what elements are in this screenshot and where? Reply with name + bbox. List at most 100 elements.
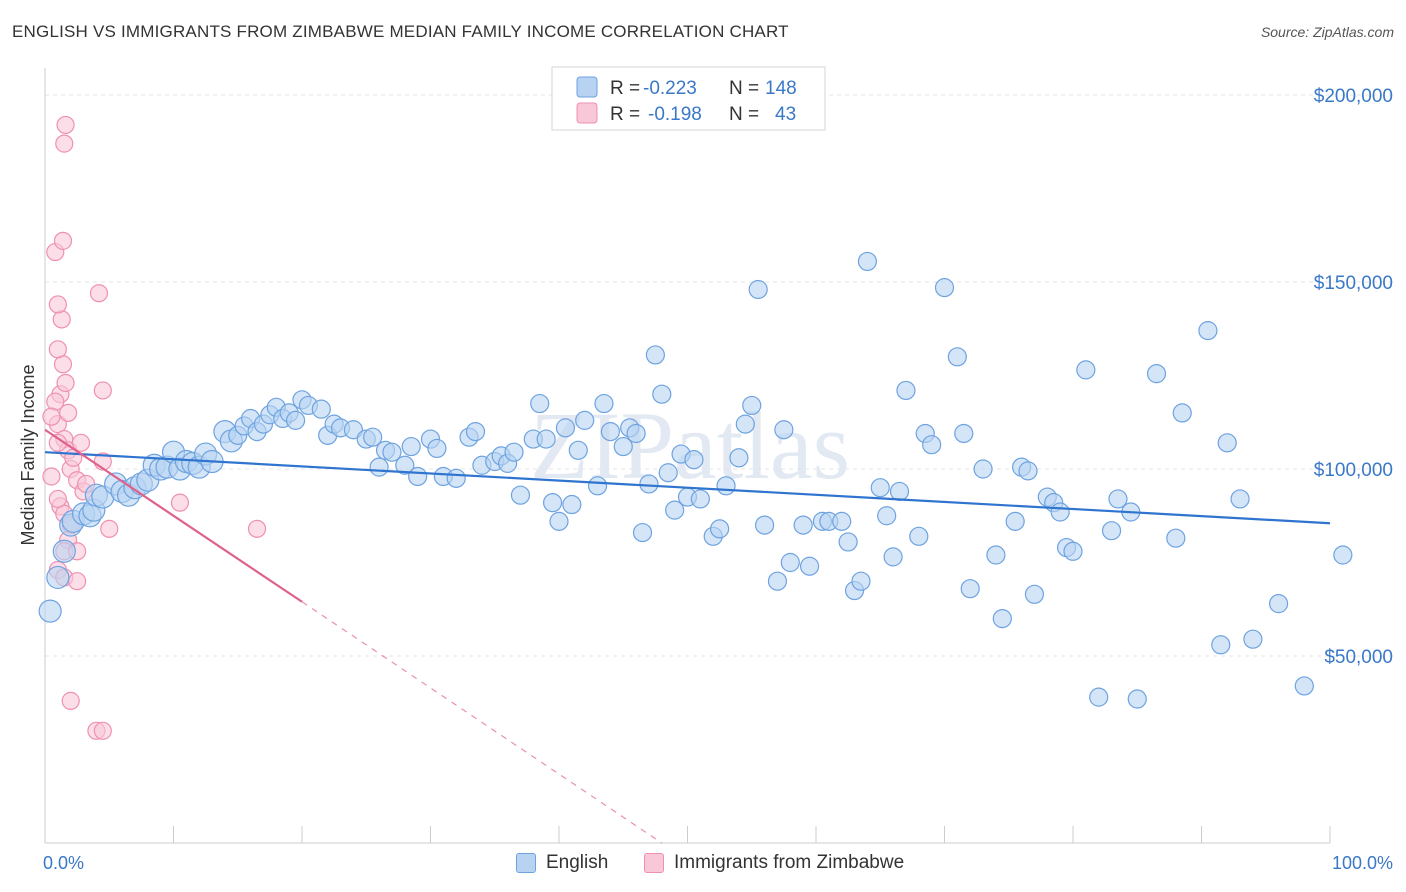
- zimbabwe-point: [42, 407, 61, 426]
- zimbabwe-trend-extension: [301, 601, 663, 844]
- english-point: [767, 571, 788, 591]
- english-point: [639, 474, 659, 494]
- english-point: [465, 422, 486, 442]
- x-tick-label: 100.0%: [1332, 853, 1393, 873]
- english-point: [363, 427, 383, 447]
- english-point: [793, 515, 813, 535]
- english-point: [1198, 321, 1218, 341]
- english-trend-line: [44, 451, 1331, 525]
- english-point: [1024, 584, 1045, 604]
- english-point: [1211, 635, 1231, 655]
- english-point: [530, 393, 550, 414]
- english-point: [568, 440, 588, 460]
- zimbabwe-point: [89, 284, 109, 303]
- english-point: [343, 420, 363, 440]
- english-point: [446, 468, 466, 488]
- english-point: [665, 500, 685, 520]
- english-point: [1217, 433, 1237, 453]
- english-point: [742, 395, 762, 416]
- english-point: [1063, 541, 1083, 561]
- zimbabwe-point: [61, 691, 80, 710]
- english-point: [510, 485, 531, 505]
- x-tick-label: 0.0%: [43, 853, 84, 873]
- english-point: [973, 459, 993, 479]
- english-point: [52, 539, 76, 563]
- legend-english: English: [516, 852, 608, 874]
- english-point: [934, 278, 955, 298]
- english-point: [1018, 461, 1038, 481]
- english-point: [799, 556, 820, 576]
- english-point: [992, 608, 1012, 629]
- y-axis-label: Median Family Income: [18, 364, 38, 545]
- english-point: [909, 526, 929, 546]
- english-point: [851, 571, 871, 591]
- english-r-label: R =: [610, 78, 640, 99]
- english-point: [38, 599, 62, 623]
- english-point: [883, 547, 903, 567]
- zimbabwe-r-value: -0.198: [648, 104, 702, 125]
- zimbabwe-point: [56, 115, 75, 135]
- english-point: [395, 455, 415, 475]
- zimbabwe-point: [53, 231, 73, 250]
- english-point: [1333, 545, 1353, 565]
- english-point: [1005, 511, 1025, 531]
- zimbabwe-r-label: R =: [610, 104, 640, 125]
- english-point: [896, 380, 916, 401]
- english-points: [38, 251, 1353, 709]
- y-tick-label: $100,000: [1314, 460, 1393, 481]
- english-point: [549, 511, 569, 531]
- english-point: [555, 418, 576, 438]
- english-point: [1146, 364, 1167, 384]
- english-point: [311, 399, 331, 419]
- trend-lines: [44, 428, 1331, 844]
- english-point: [408, 466, 428, 487]
- zimbabwe-point: [48, 295, 67, 314]
- english-point: [46, 565, 70, 590]
- english-point: [562, 494, 582, 515]
- legend-english-label: English: [546, 852, 609, 873]
- english-point: [832, 511, 852, 531]
- english-r-value: -0.223: [643, 78, 697, 99]
- english-point: [542, 493, 563, 513]
- english-point: [600, 422, 621, 442]
- legend-zimbabwe: Immigrants from Zimbabwe: [644, 852, 904, 874]
- zimbabwe-point: [68, 572, 87, 591]
- zimbabwe-point: [247, 519, 267, 538]
- english-point: [877, 506, 897, 526]
- y-tick-label: $200,000: [1314, 86, 1393, 107]
- legend-zimbabwe-label: Immigrants from Zimbabwe: [674, 852, 905, 873]
- english-point: [1076, 360, 1096, 380]
- english-point: [594, 393, 614, 414]
- english-point: [1268, 594, 1289, 614]
- zimbabwe-trend-line: [44, 428, 303, 603]
- english-point: [1127, 689, 1147, 709]
- english-point: [1243, 629, 1263, 649]
- zimbabwe-point: [56, 373, 75, 393]
- english-point: [1294, 676, 1314, 696]
- english-point: [1172, 403, 1192, 423]
- english-swatch: [576, 76, 598, 98]
- english-point: [401, 436, 421, 457]
- english-point: [1050, 502, 1070, 522]
- zimbabwe-point: [71, 433, 91, 452]
- english-point: [575, 410, 595, 430]
- english-point: [780, 552, 800, 573]
- zimbabwe-point: [52, 310, 71, 329]
- grid-lines: [45, 94, 1395, 657]
- y-tick-label: $50,000: [1324, 647, 1393, 668]
- english-point: [504, 442, 524, 462]
- english-point: [658, 463, 678, 483]
- english-n-value: 148: [765, 78, 797, 99]
- english-point: [626, 423, 646, 444]
- english-point: [285, 410, 306, 430]
- english-point: [960, 579, 980, 599]
- y-tick-labels: $50,000 $100,000 $150,000 $200,000: [1314, 86, 1393, 668]
- english-point: [684, 450, 704, 470]
- legend-english-swatch: [516, 853, 536, 873]
- english-n-label: N =: [729, 78, 759, 99]
- stats-legend: R = -0.223 N = 148 R = -0.198 N = 43: [551, 66, 826, 131]
- english-point: [690, 489, 710, 509]
- zimbabwe-point: [48, 489, 67, 509]
- english-point: [754, 515, 775, 535]
